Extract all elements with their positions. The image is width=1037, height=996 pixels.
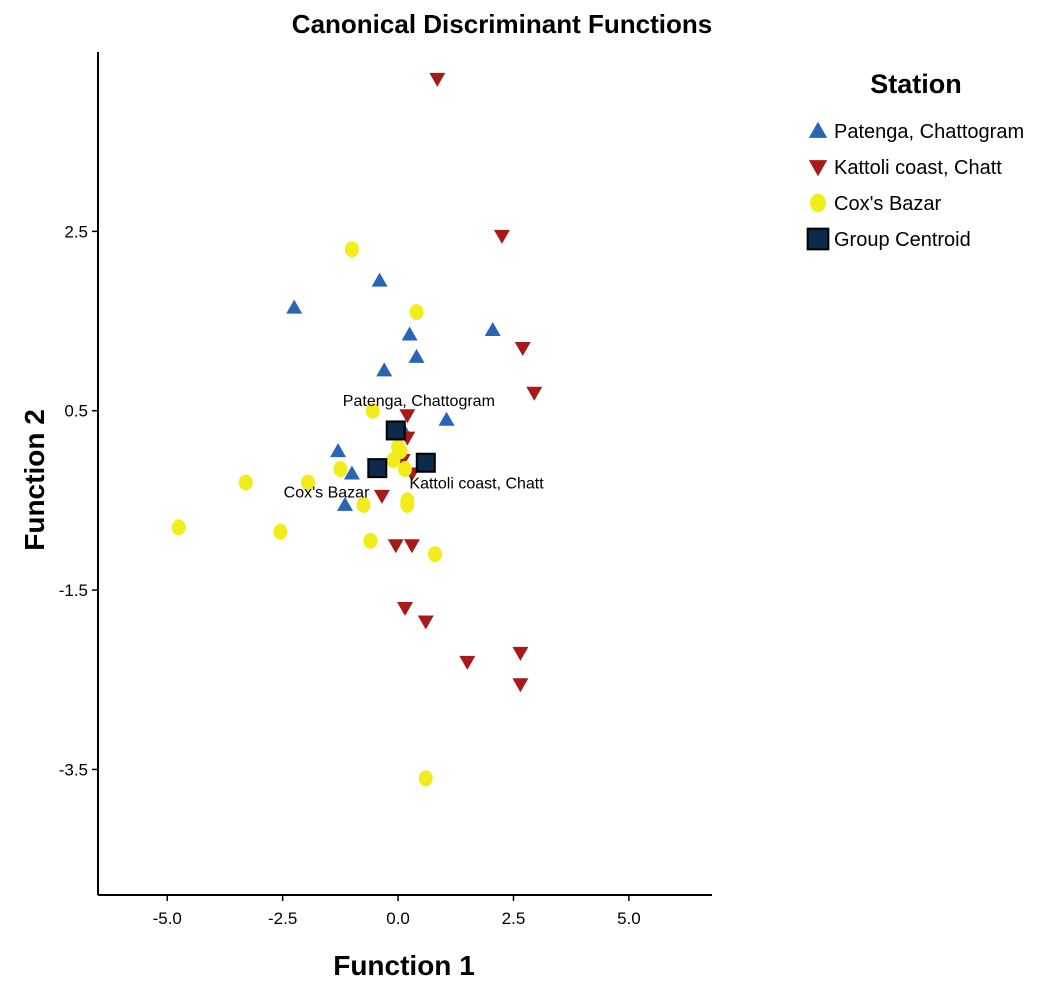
y-axis-ticks: 2.5 0.5 -1.5 -3.5 <box>59 222 98 779</box>
chart-title: Canonical Discriminant Functions <box>292 9 712 39</box>
kattoli-coast-chatt-point <box>429 72 446 87</box>
cox-s-bazar-point <box>333 461 348 478</box>
patenga-chattogram-point <box>376 362 393 377</box>
cox-s-bazar-point <box>301 474 316 491</box>
legend-marker-group-centroid <box>806 227 830 251</box>
patenga-chattogram-point <box>371 272 388 287</box>
kattoli-coast-chatt-point <box>514 341 531 356</box>
legend-title: Station <box>870 69 962 99</box>
patenga-chattogram-point <box>286 299 303 314</box>
cox-s-bazar-point <box>344 241 359 258</box>
patenga-chattogram-point <box>330 443 347 458</box>
group-centroid-point <box>415 452 436 473</box>
x-axis-ticks: -5.0 -2.5 0.0 2.5 5.0 <box>153 895 641 928</box>
x-tick-label: -2.5 <box>268 909 297 928</box>
patenga-chattogram-point <box>343 465 360 480</box>
kattoli-coast-chatt-point <box>403 539 420 554</box>
cox-s-bazar-point <box>356 496 371 513</box>
patenga-chattogram-point <box>438 411 455 426</box>
legend-marker-cox-s-bazar <box>809 193 827 213</box>
x-axis-title: Function 1 <box>333 950 475 981</box>
y-axis-title: Function 2 <box>19 409 50 551</box>
x-tick-label: 2.5 <box>502 909 526 928</box>
cox-s-bazar-point <box>418 770 433 787</box>
kattoli-coast-chatt-point <box>397 602 413 617</box>
cox-s-bazar-point <box>365 402 380 419</box>
cox-s-bazar-point <box>386 452 401 469</box>
legend-label-cox-s-bazar: Cox's Bazar <box>834 193 942 215</box>
y-tick-label: -3.5 <box>59 760 88 779</box>
x-tick-label: 0.0 <box>386 909 410 928</box>
centroid-label: Kattoli coast, Chatt <box>409 476 544 493</box>
legend-label-group-centroid: Group Centroid <box>834 229 971 251</box>
kattoli-coast-chatt-point <box>526 386 543 401</box>
patenga-chattogram-point <box>408 348 425 363</box>
cox-s-bazar-point <box>273 523 288 540</box>
x-tick-label: -5.0 <box>153 909 182 928</box>
centroid-label: Cox's Bazar <box>284 485 370 502</box>
legend-label-patenga-chattogram: Patenga, Chattogram <box>834 121 1024 143</box>
y-tick-label: -1.5 <box>59 581 88 600</box>
kattoli-coast-chatt-point <box>417 615 434 630</box>
patenga-chattogram-point <box>336 496 353 511</box>
x-tick-label: 5.0 <box>617 909 641 928</box>
legend-marker-kattoli-coast-chatt <box>808 160 828 177</box>
kattoli-coast-chatt-point <box>459 655 476 670</box>
cox-s-bazar-point <box>171 519 186 536</box>
y-tick-label: 0.5 <box>64 402 88 421</box>
kattoli-coast-chatt-point <box>387 539 404 554</box>
cox-s-bazar-point <box>400 496 415 513</box>
cox-s-bazar-point <box>409 304 424 321</box>
cox-s-bazar-point <box>398 461 412 478</box>
legend-label-kattoli-coast-chatt: Kattoli coast, Chatt <box>834 157 1002 179</box>
plot-points <box>171 72 543 787</box>
kattoli-coast-chatt-point <box>512 678 529 693</box>
centroid-label: Patenga, Chattogram <box>343 393 495 410</box>
cox-s-bazar-point <box>363 532 378 549</box>
patenga-chattogram-point <box>484 322 501 337</box>
patenga-chattogram-point <box>401 326 418 341</box>
y-tick-label: 2.5 <box>64 222 88 241</box>
cox-s-bazar-point <box>238 474 253 491</box>
centroid-labels: Patenga, Chattogram Kattoli coast, Chatt C… <box>284 393 545 501</box>
kattoli-coast-chatt-point <box>493 229 510 244</box>
group-centroid-point <box>367 458 388 479</box>
kattoli-coast-chatt-point <box>399 409 416 424</box>
kattoli-coast-chatt-point <box>373 489 390 504</box>
group-centroid-point <box>385 420 406 441</box>
legend-marker-patenga-chattogram <box>808 121 828 138</box>
legend: Station Patenga, Chattogram Kattoli coast… <box>806 69 1024 251</box>
kattoli-coast-chatt-point <box>512 646 529 661</box>
cox-s-bazar-point <box>428 546 443 563</box>
